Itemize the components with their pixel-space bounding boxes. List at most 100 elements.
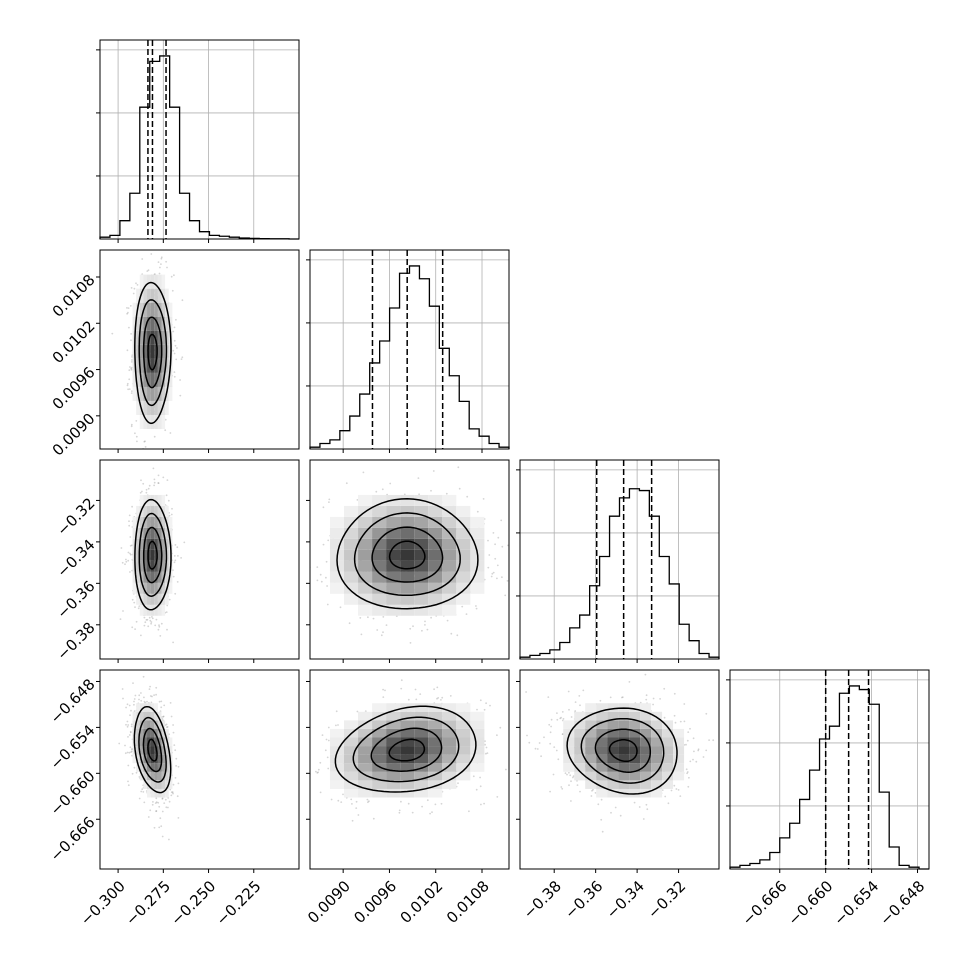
density-cell [414, 604, 429, 616]
density-cell [143, 516, 148, 528]
scatter-point [125, 560, 128, 563]
density-cell [154, 274, 158, 289]
panel-frame [309, 249, 510, 450]
scatter-point [321, 734, 324, 736]
scatter-point [158, 625, 161, 628]
scatter-point [164, 418, 167, 421]
density-cell [132, 720, 137, 729]
scatter-point [147, 269, 150, 272]
density-cell [161, 358, 166, 373]
density-cell [139, 711, 144, 721]
scatter-point [322, 506, 325, 509]
scatter-point [475, 788, 478, 791]
density-cell [132, 516, 137, 528]
scatter-point [140, 692, 142, 694]
scatter-point [133, 766, 136, 769]
scatter-point [159, 635, 162, 637]
density-cell [132, 372, 137, 387]
scatter-point [419, 693, 422, 695]
scatter-point [494, 543, 496, 546]
scatter-point [440, 802, 443, 805]
scatter-point [126, 307, 128, 309]
scatter-point [140, 790, 143, 793]
density-cell [168, 316, 173, 331]
contour-line [371, 526, 444, 583]
density-cell [157, 527, 162, 539]
density-cell [154, 763, 158, 772]
scatter-point [380, 634, 383, 637]
density-cell [329, 527, 345, 539]
density-cell [386, 538, 401, 550]
scatter-point [432, 470, 435, 472]
scatter-point [479, 776, 481, 779]
scatter-point [483, 708, 486, 711]
density-cell [147, 358, 151, 373]
scatter-point [169, 702, 172, 704]
density-cell [161, 582, 166, 594]
density-cell [165, 788, 169, 798]
density-cell [139, 494, 144, 506]
scatter-point [127, 551, 130, 554]
scatter-point [151, 617, 154, 620]
density-cell [428, 505, 443, 517]
scatter-point [126, 751, 129, 754]
density-cell [154, 372, 158, 387]
density-cell [157, 604, 162, 616]
density-cell [154, 703, 158, 712]
density-cell [386, 505, 401, 517]
scatter-point [484, 740, 486, 742]
density-cell [143, 538, 148, 550]
scatter-point [142, 482, 145, 485]
scatter-point [144, 446, 147, 448]
density-cell [386, 582, 401, 594]
scatter-point [160, 256, 163, 259]
scatter-point [129, 730, 132, 733]
scatter-point [368, 800, 370, 803]
density-cell [372, 571, 387, 583]
density-cell [168, 516, 173, 528]
density-cell [139, 737, 144, 747]
density-cell [136, 344, 140, 359]
density-cell [168, 372, 173, 387]
scatter-point [496, 564, 499, 567]
density-cell [154, 330, 158, 345]
density-cell [372, 560, 387, 572]
density-cell [329, 516, 345, 528]
panel-background [100, 670, 299, 869]
scatter-point [149, 685, 152, 688]
scatter-point [146, 270, 149, 272]
scatter-point [412, 625, 414, 628]
scatter-point [417, 477, 420, 479]
density-cell [136, 560, 140, 572]
scatter-point [507, 544, 509, 547]
scatter-point [125, 723, 127, 726]
scatter-point [144, 440, 146, 443]
density-cell [143, 288, 148, 303]
scatter-point [445, 492, 448, 495]
density-cell [442, 560, 457, 572]
density-cell [428, 538, 443, 550]
scatter-point [326, 756, 329, 759]
density-cell [139, 414, 144, 430]
scatter-point [155, 618, 158, 621]
scatter-point [326, 603, 329, 606]
scatter-point [424, 624, 426, 626]
scatter-point [485, 752, 487, 755]
scatter-point [170, 275, 173, 278]
density-cell [414, 593, 429, 605]
scatter-point [131, 356, 133, 358]
scatter-point [479, 699, 482, 702]
scatter-point [130, 751, 132, 753]
scatter-point [166, 266, 168, 269]
density-cell [150, 344, 155, 359]
scatter-point [129, 553, 132, 556]
scatter-point [153, 826, 156, 829]
density-cell [157, 737, 162, 747]
scatter-point [174, 559, 177, 562]
density-cell [139, 549, 144, 561]
density-cell [344, 549, 359, 561]
scatter-point [457, 466, 460, 469]
scatter-point [153, 694, 156, 696]
scatter-point [389, 482, 392, 485]
scatter-point [326, 585, 328, 587]
